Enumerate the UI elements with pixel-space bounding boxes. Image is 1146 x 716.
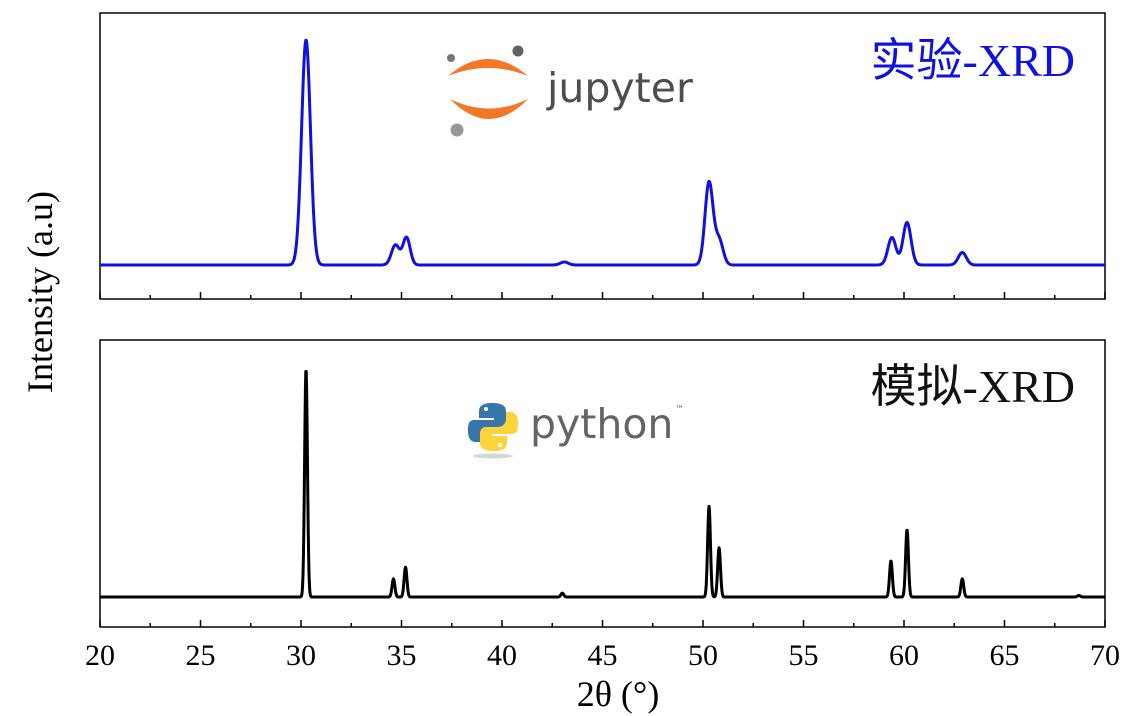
bottom-panel-ticks (99, 620, 1106, 627)
x-tick-label: 60 (889, 639, 919, 672)
jupyter-logo-dot-icon (450, 123, 464, 137)
x-tick-label: 35 (387, 639, 417, 672)
python-logo-yellow-snake-icon (480, 412, 518, 451)
x-tick-label: 45 (588, 639, 618, 672)
python-logo-eye-icon (498, 443, 502, 447)
x-tick-label: 30 (286, 639, 316, 672)
x-tick-label: 50 (688, 639, 718, 672)
jupyter-logo-arc-icon (448, 59, 528, 76)
x-axis-label: 2θ (°) (577, 674, 660, 714)
x-tick-label: 55 (789, 639, 819, 672)
jupyter-logo-dot-icon (512, 45, 524, 57)
x-tick-label: 40 (487, 639, 517, 672)
x-tick-label: 20 (85, 639, 115, 672)
simulated-xrd-label: 模拟-XRD (871, 361, 1075, 412)
python-logo-text: python (530, 400, 673, 448)
python-logo: python ™ (468, 400, 684, 459)
python-logo-trademark: ™ (675, 405, 684, 415)
x-tick-label: 70 (1090, 639, 1120, 672)
jupyter-logo: jupyter (447, 45, 693, 137)
y-axis-label: Intensity (a.u) (20, 191, 60, 393)
experimental-xrd-line (98, 38, 1107, 267)
jupyter-logo-arc-icon (450, 99, 528, 119)
jupyter-logo-text: jupyter (546, 64, 693, 112)
experimental-xrd-label: 实验-XRD (871, 35, 1075, 86)
x-tick-label: 65 (990, 639, 1020, 672)
x-tick-label: 25 (186, 639, 216, 672)
top-panel-ticks (99, 292, 1106, 299)
x-axis-tick-labels: 20 25 30 35 40 45 50 55 60 65 70 (85, 639, 1120, 672)
python-logo-eye-icon (484, 407, 488, 411)
python-logo-blue-snake-icon (468, 403, 506, 442)
python-logo-shadow (473, 453, 513, 459)
simulated-xrd-line (98, 369, 1107, 599)
jupyter-logo-dot-icon (447, 54, 455, 62)
